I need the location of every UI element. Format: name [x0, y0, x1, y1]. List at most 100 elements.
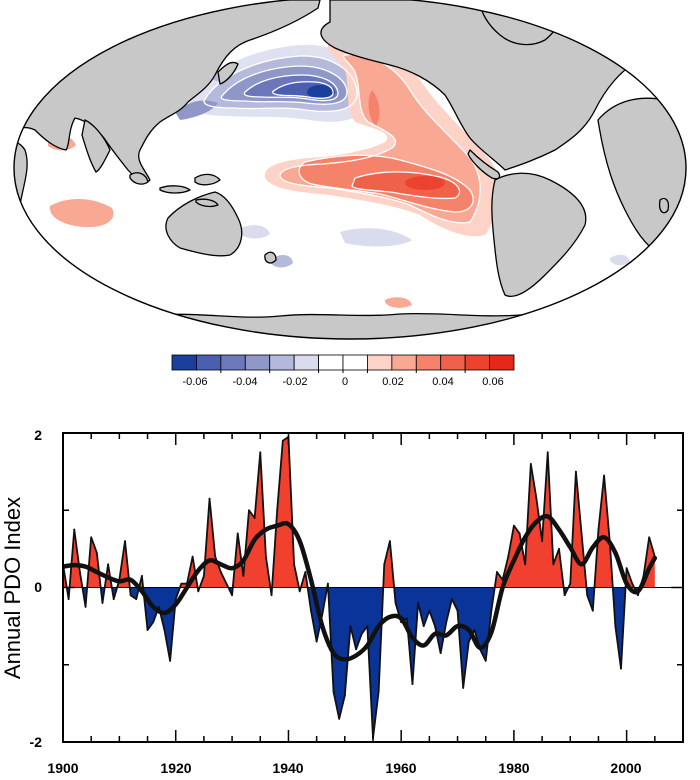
colorbar-boxes [171, 354, 515, 371]
annual-point-1987 [552, 563, 555, 566]
indian-ocean-positive-anomaly [49, 199, 114, 228]
annual-point-1994 [591, 609, 594, 612]
australia [165, 191, 243, 257]
colorbar-tick-label-2: -0.02 [282, 376, 307, 388]
smoothed-point-1978 [501, 586, 504, 589]
annual-point-1927 [214, 555, 217, 558]
pdo-timeseries-chart: 1900 1920 1940 1960 1980 2000 -2 0 2 Ann… [0, 427, 684, 776]
smoothed-point-2000 [625, 582, 628, 585]
y-tick-label-2: 2 [34, 427, 42, 443]
x-tick-label-1940: 1940 [272, 760, 303, 776]
negative-area-fill [66, 587, 641, 739]
world-map [13, 0, 687, 340]
annual-point-1931 [236, 532, 239, 535]
annual-point-1932 [242, 575, 245, 577]
annual-point-1950 [343, 694, 346, 697]
annual-point-1975 [484, 659, 487, 662]
smoothed-point-1986 [546, 515, 549, 518]
annual-point-1971 [462, 687, 465, 689]
smoothed-point-1956 [377, 624, 380, 628]
annual-point-2000 [625, 567, 628, 570]
annual-point-1947 [327, 582, 329, 585]
annual-point-1930 [231, 594, 233, 597]
smoothed-point-2004 [647, 566, 651, 570]
annual-point-1924 [197, 590, 200, 593]
positive-area-7 [199, 498, 229, 588]
positive-area-8 [232, 452, 271, 588]
annual-point-1942 [298, 590, 301, 593]
annual-point-1953 [360, 632, 363, 635]
colorbar-box-11 [440, 354, 466, 371]
annual-point-1961 [405, 617, 408, 620]
annual-point-2004 [648, 536, 651, 539]
colorbar-box-7 [342, 354, 368, 371]
annual-point-1991 [575, 470, 577, 473]
annual-point-1969 [451, 598, 453, 600]
smoothed-point-1946 [321, 624, 324, 628]
smoothed-point-1988 [557, 528, 561, 531]
annual-point-1952 [355, 648, 357, 651]
africa [14, 138, 28, 246]
annual-point-1938 [276, 509, 279, 512]
annual-point-1903 [79, 571, 81, 573]
annual-point-1914 [141, 575, 143, 577]
colorbar-box-2 [220, 354, 246, 371]
annual-point-1968 [445, 621, 448, 624]
smoothed-point-1968 [445, 634, 448, 637]
annual-point-1982 [524, 563, 527, 566]
annual-point-1967 [439, 652, 442, 655]
smoothed-point-1954 [366, 644, 369, 647]
map-border [13, 0, 687, 340]
colorbar-ticks [220, 370, 466, 373]
annual-point-1985 [541, 540, 543, 543]
y-axis-ticks [63, 432, 683, 743]
smoothed-point-1906 [95, 570, 99, 574]
smoothed-point-1996 [602, 536, 606, 539]
smoothed-point-1980 [512, 559, 516, 562]
annual-point-1920 [174, 598, 177, 600]
smoothed-point-1910 [118, 580, 121, 583]
colorbar-tick-label-5: 0.04 [432, 376, 453, 388]
smoothed-point-1926 [208, 559, 211, 562]
annual-point-1909 [112, 598, 115, 600]
southern-ocean-positive-anomaly [385, 297, 412, 308]
annual-point-1956 [377, 690, 380, 693]
annual-point-1954 [366, 625, 369, 628]
colorbar-box-8 [367, 354, 393, 371]
annual-point-1946 [321, 613, 324, 616]
annual-point-1906 [95, 551, 98, 554]
annual-point-1970 [456, 609, 459, 612]
annual-point-1929 [225, 582, 228, 585]
annual-point-1916 [152, 621, 155, 624]
smoothed-point-1958 [388, 615, 392, 619]
annual-point-1925 [203, 575, 205, 577]
annual-point-1995 [597, 528, 600, 531]
annual-point-1934 [253, 517, 256, 519]
smoothed-point-1998 [614, 551, 617, 554]
colorbar-box-3 [244, 354, 271, 371]
annual-point-1913 [135, 598, 138, 600]
annual-point-1945 [315, 640, 318, 643]
x-tick-label-1960: 1960 [385, 760, 416, 776]
indian-subcontinent [81, 119, 111, 173]
y-tick-label-minus2: -2 [30, 734, 43, 750]
annual-point-1948 [332, 690, 335, 693]
annual-point-1918 [163, 629, 166, 631]
colorbar-box-1 [196, 354, 222, 371]
annual-point-1957 [383, 563, 386, 566]
negative-area-12 [394, 587, 495, 688]
x-tick-label-1900: 1900 [47, 760, 78, 776]
smoothed-point-1974 [478, 646, 482, 649]
smoothed-point-1962 [411, 636, 414, 639]
smoothed-point-2002 [636, 590, 640, 593]
annual-point-1965 [428, 609, 431, 612]
smoothed-point-1950 [343, 658, 347, 661]
annual-point-1958 [389, 540, 391, 543]
annual-point-1963 [417, 602, 419, 604]
annual-point-1951 [349, 625, 352, 628]
annual-point-1993 [586, 594, 589, 597]
annual-point-1936 [265, 555, 267, 558]
smoothed-point-1964 [422, 644, 425, 647]
negative-area-11 [328, 587, 384, 739]
